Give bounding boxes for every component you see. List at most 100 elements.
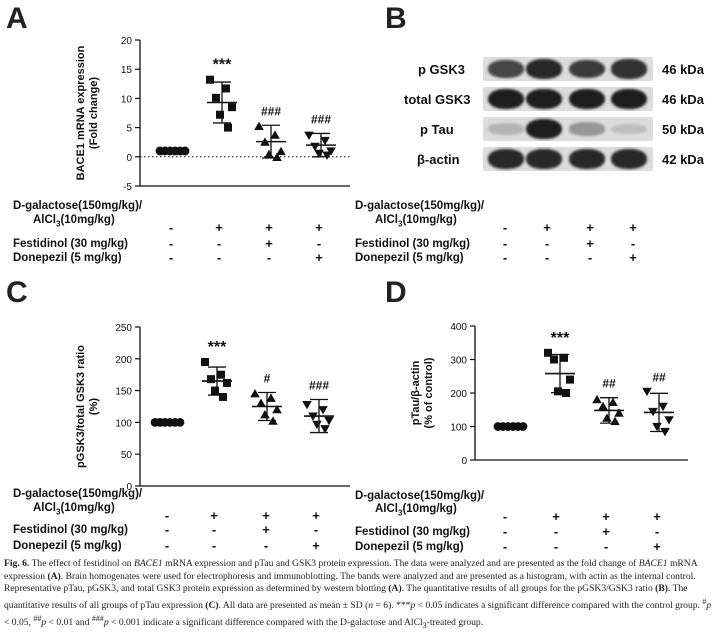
- blot-band: [526, 58, 562, 80]
- data-point-triangle-up: [264, 149, 274, 159]
- data-point-triangle-up: [608, 397, 618, 406]
- caption-sub: 3: [422, 620, 427, 630]
- condition-alcl3-label: AlCl3(10mg/kg): [375, 503, 457, 517]
- data-point-triangle-up: [276, 146, 286, 156]
- y-tick-label: 200: [115, 355, 132, 366]
- alcl-text: AlCl: [33, 502, 56, 514]
- subscript: 3: [56, 219, 61, 229]
- condition-sign: +: [552, 509, 560, 524]
- y-tick-label: 200: [450, 389, 467, 400]
- y-tick-label: 0: [461, 456, 467, 467]
- y-tick-label: 100: [450, 423, 467, 434]
- data-point-square: [560, 353, 568, 362]
- significance-annotation: ***: [551, 330, 570, 347]
- caption-ref: (A): [47, 570, 61, 582]
- condition-sign: -: [168, 220, 174, 235]
- significance-annotation: #: [264, 372, 271, 386]
- caption-text: < 0.01 and: [46, 616, 92, 628]
- condition-sign: -: [211, 538, 217, 553]
- condition-sign: -: [216, 250, 222, 265]
- data-point-triangle-down: [652, 422, 662, 432]
- data-point-square: [206, 75, 214, 84]
- group-3: #: [250, 372, 282, 425]
- caption-ref: (A): [388, 583, 402, 595]
- blot-band: [526, 118, 562, 140]
- condition-sign: -: [164, 522, 170, 537]
- data-point-triangle-down: [320, 136, 330, 146]
- significance-annotation: ###: [309, 379, 329, 393]
- condition-sign: -: [502, 539, 508, 554]
- caption-italic: n: [368, 599, 374, 611]
- data-point-triangle-up: [598, 401, 608, 410]
- condition-sign: +: [315, 220, 323, 235]
- panel-letter-c: C: [6, 276, 28, 309]
- blot-band: [488, 88, 524, 110]
- condition-sign: +: [653, 539, 661, 554]
- blot-kda-label: 46 kDa: [662, 92, 704, 107]
- condition-sign: -: [502, 220, 508, 235]
- caption-sup: #: [702, 596, 707, 606]
- blot-band: [569, 59, 605, 79]
- condition-sign: +: [312, 538, 320, 553]
- blot-kda-label: 46 kDa: [662, 62, 704, 77]
- blot-kda-label: 42 kDa: [662, 152, 704, 167]
- blot-row-label: β-actin: [417, 152, 460, 167]
- condition-sign: -: [316, 236, 322, 251]
- panel-letter-d: D: [385, 276, 407, 309]
- condition-sign: -: [502, 250, 508, 265]
- subscript: 3: [56, 507, 61, 517]
- dose-text: (10mg/kg): [402, 214, 457, 226]
- data-point-triangle-up: [256, 398, 266, 407]
- data-point-square: [216, 110, 224, 119]
- blot-band: [569, 148, 605, 170]
- blot-band: [611, 148, 647, 170]
- condition-festidinol-label: Festidinol (30 mg/kg): [13, 238, 129, 250]
- condition-sign: +: [586, 236, 594, 251]
- condition-sign: -: [164, 508, 170, 523]
- condition-sign: -: [164, 538, 170, 553]
- chart-d: 0 100 200 300 400 pTau/β-actin (% of control) *…: [410, 322, 688, 467]
- condition-sign: +: [602, 524, 610, 539]
- group-4: ###: [304, 112, 336, 160]
- condition-festidinol-label: Festidinol (30 mg/kg): [355, 526, 471, 538]
- data-point-circle: [175, 418, 185, 427]
- subscript: 3: [398, 219, 403, 229]
- caption-text: < 0.001 indicate a significant differenc…: [108, 616, 423, 628]
- data-point-square: [554, 387, 562, 396]
- data-point-circle: [518, 422, 528, 431]
- data-point-triangle-up: [266, 393, 276, 402]
- data-point-triangle-up: [614, 408, 624, 417]
- group-4: ###: [302, 379, 334, 434]
- y-axis-label: (%): [88, 398, 100, 415]
- figure-caption: Fig. 6. The effect of festidinol on BACE…: [4, 558, 712, 632]
- blot-band: [488, 123, 524, 135]
- blot-kda-label: 50 kDa: [662, 122, 704, 137]
- y-axis-label: pTau/β-actin: [410, 360, 422, 425]
- data-point-triangle-down: [304, 131, 314, 140]
- blot-band: [569, 88, 605, 110]
- condition-sign: -: [211, 522, 217, 537]
- data-point-triangle-down: [642, 387, 652, 397]
- y-tick-label: 400: [450, 322, 467, 333]
- y-tick-label: 300: [450, 356, 467, 367]
- data-point-square: [224, 123, 232, 132]
- caption-text: < 0.05 indicates a significant differenc…: [415, 599, 703, 611]
- condition-sign: +: [602, 509, 610, 524]
- data-point-triangle-down: [312, 420, 322, 430]
- condition-sign: +: [315, 250, 323, 265]
- panel-letter-a: A: [6, 2, 28, 35]
- caption-text: -treated group.: [426, 616, 484, 628]
- chart-c: 0 50 100 150 200 250 pGSK3/total GSK3 ratio (%)…: [75, 323, 350, 493]
- condition-alcl3-label: AlCl3(10mg/kg): [33, 214, 115, 228]
- caption-text: . The quantitative results of all groups…: [4, 583, 688, 611]
- y-tick-label: 250: [115, 323, 132, 334]
- condition-sign: +: [265, 220, 273, 235]
- data-point-triangle-down: [664, 416, 674, 425]
- blot-row-label: total GSK3: [404, 92, 471, 107]
- y-axis-label: (% of control): [423, 357, 435, 428]
- group-2: ***: [201, 339, 232, 401]
- significance-annotation: ***: [208, 339, 227, 356]
- data-point-square: [217, 370, 225, 379]
- data-point-square: [201, 357, 209, 366]
- condition-sign: +: [262, 522, 270, 537]
